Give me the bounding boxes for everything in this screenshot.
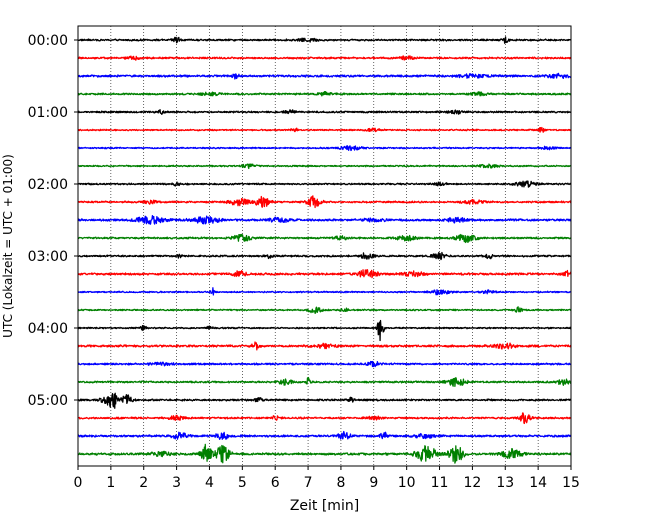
x-axis-label: Zeit [min] — [290, 498, 359, 514]
y-tick-label: 04:00 — [28, 321, 68, 337]
seismic-trace — [77, 306, 572, 314]
x-tick-label: 11 — [431, 475, 449, 491]
y-tick-label: 01:00 — [28, 105, 68, 121]
seismic-trace — [77, 36, 572, 44]
seismic-trace — [77, 341, 572, 351]
seismic-trace — [77, 90, 572, 97]
x-tick-label: 0 — [74, 475, 83, 491]
x-tick-label: 13 — [496, 475, 514, 491]
x-tick-label: 14 — [529, 475, 547, 491]
x-tick-label: 10 — [398, 475, 416, 491]
seismic-trace — [77, 55, 572, 61]
grid-lines — [110, 26, 539, 466]
axis-ticks: 0 1 2 3 4 5 6 7 8 9 10 11 12 13 14 1500:0001:0002:0003:… — [28, 33, 580, 491]
seismic-trace — [77, 392, 572, 409]
seismic-trace — [77, 72, 572, 80]
seismic-trace — [77, 360, 572, 368]
seismic-trace — [77, 268, 572, 279]
seismic-trace — [77, 251, 572, 261]
x-tick-label: 4 — [205, 475, 214, 491]
seismic-trace — [77, 126, 572, 133]
x-tick-label: 3 — [172, 475, 181, 491]
seismic-trace — [77, 443, 572, 464]
seismic-trace — [77, 376, 572, 388]
x-tick-label: 9 — [369, 475, 378, 491]
seismic-trace — [77, 195, 572, 209]
x-tick-label: 2 — [139, 475, 148, 491]
x-tick-label: 7 — [304, 475, 313, 491]
plot-frame — [77, 25, 572, 467]
x-tick-label: 6 — [271, 475, 280, 491]
seismic-trace — [77, 163, 572, 170]
y-tick-label: 00:00 — [28, 33, 68, 49]
trace-group — [77, 36, 572, 464]
seismic-trace — [77, 319, 572, 342]
seismic-trace — [77, 287, 572, 296]
y-tick-label: 03:00 — [28, 249, 68, 265]
seismic-trace — [77, 180, 572, 188]
seismic-trace — [77, 108, 572, 116]
y-tick-label: 05:00 — [28, 393, 68, 409]
seismic-trace — [77, 233, 572, 244]
x-tick-label: 1 — [106, 475, 115, 491]
x-tick-label: 15 — [562, 475, 580, 491]
seismic-trace — [77, 215, 572, 225]
seismic-trace — [77, 412, 572, 425]
x-tick-label: 8 — [336, 475, 345, 491]
y-tick-label: 02:00 — [28, 177, 68, 193]
x-tick-label: 12 — [463, 475, 481, 491]
y-axis-label: UTC (Lokalzeit = UTC + 01:00) — [1, 154, 15, 338]
x-tick-label: 5 — [238, 475, 247, 491]
seismic-trace — [77, 145, 572, 152]
seismic-trace — [77, 430, 572, 440]
